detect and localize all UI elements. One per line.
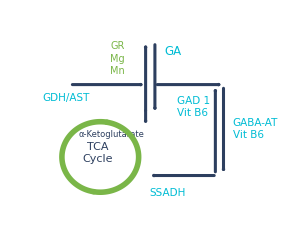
Text: GA: GA bbox=[164, 45, 181, 58]
Text: TCA
Cycle: TCA Cycle bbox=[83, 142, 113, 164]
Text: α-Ketoglutarate: α-Ketoglutarate bbox=[78, 130, 144, 139]
Text: SSADH: SSADH bbox=[149, 188, 186, 198]
Text: GDH/AST: GDH/AST bbox=[42, 93, 89, 103]
Text: GR
Mg
Mn: GR Mg Mn bbox=[110, 41, 125, 76]
Text: GAD 1
Vit B6: GAD 1 Vit B6 bbox=[177, 96, 210, 118]
Text: GABA-AT
Vit B6: GABA-AT Vit B6 bbox=[233, 118, 278, 140]
